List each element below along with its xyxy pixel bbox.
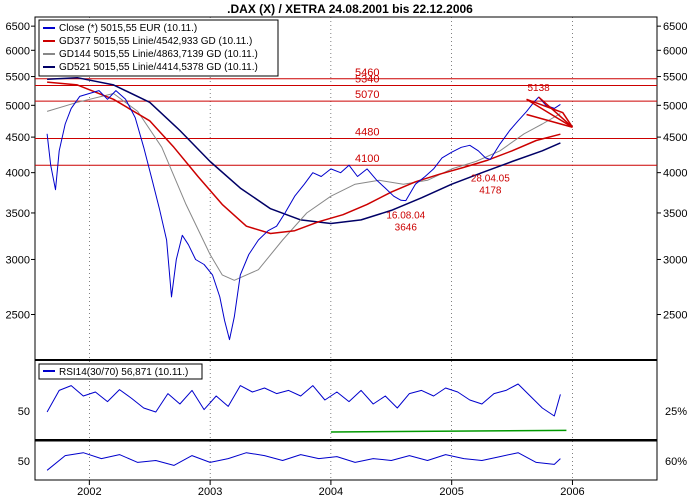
legend-gd377: GD377 5015,55 Linie/4542,933 GD (10.11.) — [59, 36, 252, 47]
trend-line-upper — [538, 96, 573, 128]
y-tick-label: 3500 — [663, 208, 687, 220]
level-label: 5340 — [355, 73, 379, 85]
x-axis: 2002 2003 2004 2005 2006 — [77, 480, 585, 498]
annotation-label: 4178 — [479, 186, 502, 197]
legend-gd521: GD521 5015,55 Linie/4414,5378 GD (10.11.… — [59, 62, 258, 73]
x-tick-label: 2002 — [77, 486, 101, 498]
legend-gd144: GD144 5015,55 Linie/4863,7139 GD (10.11.… — [59, 49, 258, 60]
y-tick-label: 3500 — [6, 208, 30, 220]
x-tick-label: 2003 — [198, 486, 222, 498]
y-tick-label: 2500 — [663, 309, 687, 321]
osc-left-label: 50 — [18, 456, 30, 468]
y-tick-label: 6500 — [663, 21, 687, 33]
series-line-osc — [46, 452, 561, 471]
legend-rsi: RSI14(30/70) 56,871 (10.11.) — [59, 367, 188, 378]
y-tick-label: 4500 — [663, 132, 687, 144]
series-line-gd521 — [47, 76, 561, 225]
annotation-label: 28.04.05 — [471, 174, 510, 185]
osc-right-label: 60% — [665, 456, 687, 468]
osc-series — [46, 452, 561, 471]
y-axis-right: 2500 3000 3500 4000 4500 5000 5500 6000 6500 — [657, 21, 687, 321]
y-tick-label: 6000 — [6, 45, 30, 57]
y-tick-label: 5500 — [6, 72, 30, 84]
trend-line-lower — [526, 113, 573, 128]
rsi-left-label: 50 — [18, 406, 30, 418]
chart-title: .DAX (X) / XETRA 24.08.2001 bis 22.12.20… — [227, 2, 473, 16]
y-axis-left: 2500 3000 3500 4000 4500 5000 5500 6000 6500 — [6, 21, 35, 321]
series-line-gd377 — [47, 81, 561, 235]
annotation-label: 16.08.04 — [386, 211, 425, 222]
rsi-series — [46, 383, 567, 433]
level-label: 4480 — [355, 126, 379, 138]
x-tick-label: 2005 — [439, 486, 463, 498]
trend-triangle — [526, 98, 574, 128]
rsi-legend: RSI14(30/70) 56,871 (10.11.) — [38, 363, 203, 380]
y-tick-label: 5000 — [6, 100, 30, 112]
y-tick-label: 3000 — [663, 254, 687, 266]
rsi-right-label: 25% — [665, 406, 687, 418]
annotation-label: 5138 — [528, 83, 551, 94]
y-tick-label: 4500 — [6, 132, 30, 144]
y-tick-label: 5500 — [663, 72, 687, 84]
y-tick-label: 6000 — [663, 45, 687, 57]
annotation-label: 3646 — [395, 223, 418, 234]
series-line-rsi — [46, 383, 561, 417]
main-legend: Close (*) 5015,55 EUR (10.11.) GD377 501… — [38, 19, 279, 77]
series-line-gd144 — [46, 93, 561, 281]
x-tick-label: 2004 — [319, 486, 343, 498]
series-line-close — [46, 90, 561, 341]
level-label: 5070 — [355, 89, 379, 101]
main-series — [46, 76, 574, 341]
legend-close: Close (*) 5015,55 EUR (10.11.) — [59, 23, 197, 34]
y-tick-label: 4000 — [663, 168, 687, 180]
rsi-trend-line — [330, 429, 567, 433]
x-tick-label: 2006 — [560, 486, 584, 498]
y-tick-label: 3000 — [6, 254, 30, 266]
level-label: 5460 — [355, 67, 379, 79]
y-tick-label: 5000 — [663, 100, 687, 112]
y-tick-label: 4000 — [6, 168, 30, 180]
y-tick-label: 6500 — [6, 21, 30, 33]
level-label: 4100 — [355, 153, 379, 165]
y-tick-label: 2500 — [6, 309, 30, 321]
